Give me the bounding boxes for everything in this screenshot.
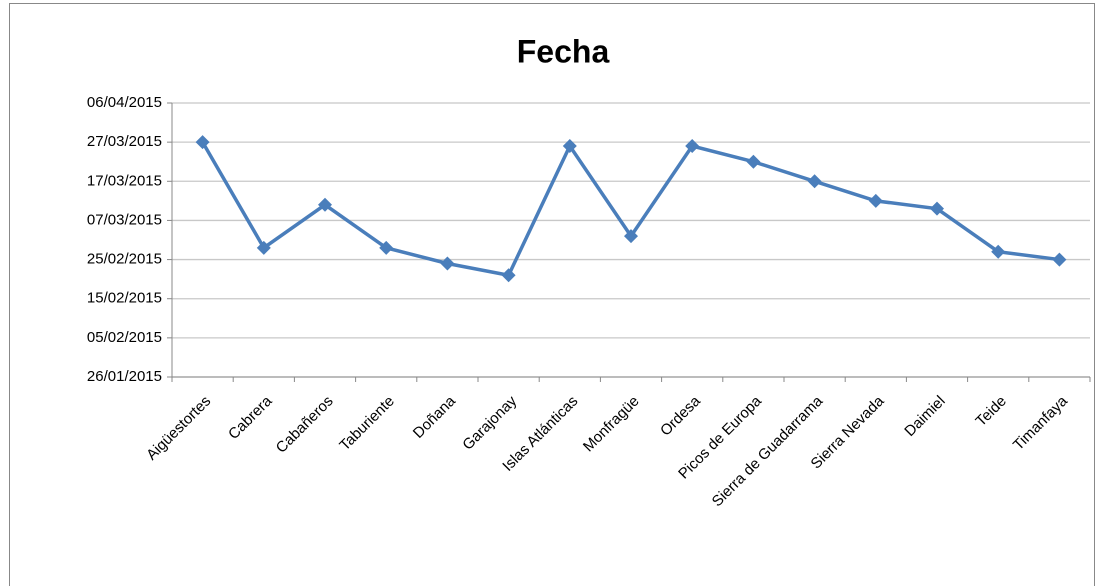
marker [318,197,332,212]
marker [685,139,700,154]
y-tick-label: 27/03/2015 [87,133,162,150]
marker [991,244,1006,259]
marker [440,256,455,271]
marker [256,240,271,255]
marker [868,193,883,208]
y-tick-label: 17/03/2015 [87,172,162,189]
y-tick-label: 25/02/2015 [87,251,162,268]
marker [501,268,516,283]
marker [379,240,394,255]
y-tick-label: 26/01/2015 [87,368,162,385]
marker [930,201,944,216]
marker [746,154,761,169]
marker [624,229,638,244]
marker [562,139,577,154]
y-tick-label: 07/03/2015 [87,211,162,228]
y-tick-label: 05/02/2015 [87,329,162,346]
chart-border [9,3,1095,586]
chart-title: Fecha [517,33,610,69]
y-tick-label: 06/04/2015 [87,94,162,111]
y-tick-label: 15/02/2015 [87,290,162,307]
marker [195,135,210,150]
marker [807,174,822,189]
marker [1052,252,1067,267]
